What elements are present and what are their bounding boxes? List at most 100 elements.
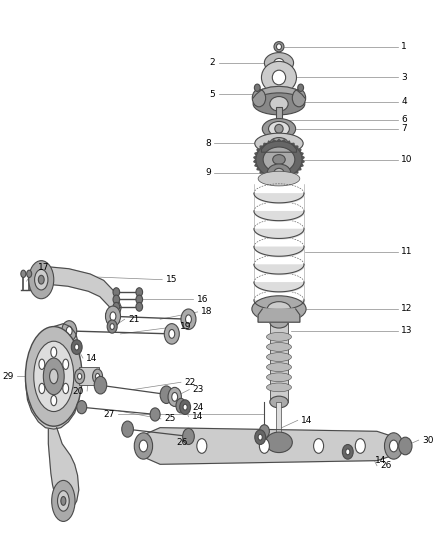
Text: 24: 24 [193, 402, 204, 411]
Ellipse shape [258, 434, 262, 440]
Text: 1: 1 [401, 42, 407, 51]
Ellipse shape [266, 383, 291, 392]
Text: 14: 14 [375, 456, 387, 465]
Ellipse shape [183, 404, 187, 410]
Ellipse shape [265, 53, 293, 73]
Polygon shape [297, 149, 301, 152]
Ellipse shape [51, 347, 57, 357]
Ellipse shape [255, 430, 265, 445]
Ellipse shape [186, 315, 191, 324]
Ellipse shape [136, 302, 143, 311]
Text: 12: 12 [401, 304, 413, 313]
Ellipse shape [273, 155, 285, 165]
Ellipse shape [197, 439, 207, 453]
Text: 8: 8 [205, 139, 211, 148]
Polygon shape [253, 86, 305, 98]
Polygon shape [268, 141, 272, 144]
Ellipse shape [265, 432, 292, 453]
Polygon shape [301, 159, 304, 163]
Ellipse shape [113, 288, 120, 296]
Text: 13: 13 [401, 327, 413, 335]
Ellipse shape [94, 376, 107, 394]
Polygon shape [26, 324, 81, 429]
Polygon shape [257, 167, 261, 170]
Ellipse shape [168, 387, 181, 407]
Text: 17: 17 [38, 263, 49, 272]
Ellipse shape [176, 398, 186, 413]
Ellipse shape [57, 491, 69, 511]
Polygon shape [268, 175, 272, 178]
Text: 5: 5 [209, 90, 215, 99]
Ellipse shape [74, 344, 79, 350]
Ellipse shape [266, 373, 291, 382]
Ellipse shape [399, 437, 412, 455]
Ellipse shape [52, 480, 75, 521]
Ellipse shape [253, 93, 305, 115]
Ellipse shape [275, 124, 283, 133]
Ellipse shape [274, 42, 284, 52]
Ellipse shape [122, 421, 134, 437]
Ellipse shape [92, 369, 102, 384]
Ellipse shape [110, 324, 114, 329]
Polygon shape [301, 156, 304, 159]
Ellipse shape [39, 383, 45, 393]
Ellipse shape [270, 96, 288, 111]
Ellipse shape [63, 383, 69, 393]
Ellipse shape [29, 261, 54, 298]
Text: 25: 25 [164, 414, 176, 423]
Polygon shape [286, 175, 290, 178]
Ellipse shape [43, 358, 64, 395]
Polygon shape [143, 427, 394, 464]
Ellipse shape [270, 138, 288, 149]
Ellipse shape [267, 302, 291, 316]
Ellipse shape [270, 316, 288, 328]
Text: 6: 6 [401, 116, 407, 125]
Ellipse shape [355, 439, 365, 453]
Ellipse shape [113, 302, 120, 311]
Ellipse shape [107, 320, 117, 333]
Text: 14: 14 [301, 416, 312, 425]
Ellipse shape [252, 89, 265, 107]
Ellipse shape [77, 401, 87, 414]
Ellipse shape [25, 327, 82, 426]
Ellipse shape [95, 374, 100, 379]
Ellipse shape [343, 445, 353, 459]
Text: 29: 29 [3, 372, 14, 381]
Ellipse shape [164, 324, 179, 344]
Ellipse shape [254, 84, 260, 92]
Text: 2: 2 [209, 58, 215, 67]
Ellipse shape [258, 171, 300, 186]
Text: 27: 27 [103, 410, 114, 419]
Polygon shape [272, 140, 276, 142]
Polygon shape [300, 163, 303, 167]
Text: 20: 20 [72, 386, 84, 395]
Polygon shape [258, 309, 300, 322]
Ellipse shape [261, 61, 297, 94]
Polygon shape [290, 173, 294, 176]
Ellipse shape [255, 133, 303, 154]
Text: 4: 4 [401, 97, 407, 106]
Text: 26: 26 [176, 438, 187, 447]
Polygon shape [260, 170, 264, 173]
Text: 14: 14 [86, 353, 98, 362]
Polygon shape [37, 266, 121, 329]
Ellipse shape [385, 433, 403, 459]
Polygon shape [290, 143, 294, 146]
Text: 26: 26 [380, 461, 392, 470]
Polygon shape [260, 146, 264, 149]
Ellipse shape [139, 440, 148, 452]
Ellipse shape [183, 429, 194, 445]
Ellipse shape [346, 449, 350, 455]
Ellipse shape [136, 295, 143, 304]
Polygon shape [264, 143, 268, 146]
Ellipse shape [150, 408, 160, 421]
Polygon shape [294, 146, 298, 149]
Ellipse shape [266, 353, 291, 361]
Ellipse shape [106, 306, 120, 327]
Polygon shape [300, 152, 303, 156]
Ellipse shape [110, 312, 116, 321]
Text: 9: 9 [205, 168, 211, 177]
Polygon shape [276, 177, 281, 180]
Ellipse shape [259, 439, 269, 453]
Ellipse shape [266, 343, 291, 351]
